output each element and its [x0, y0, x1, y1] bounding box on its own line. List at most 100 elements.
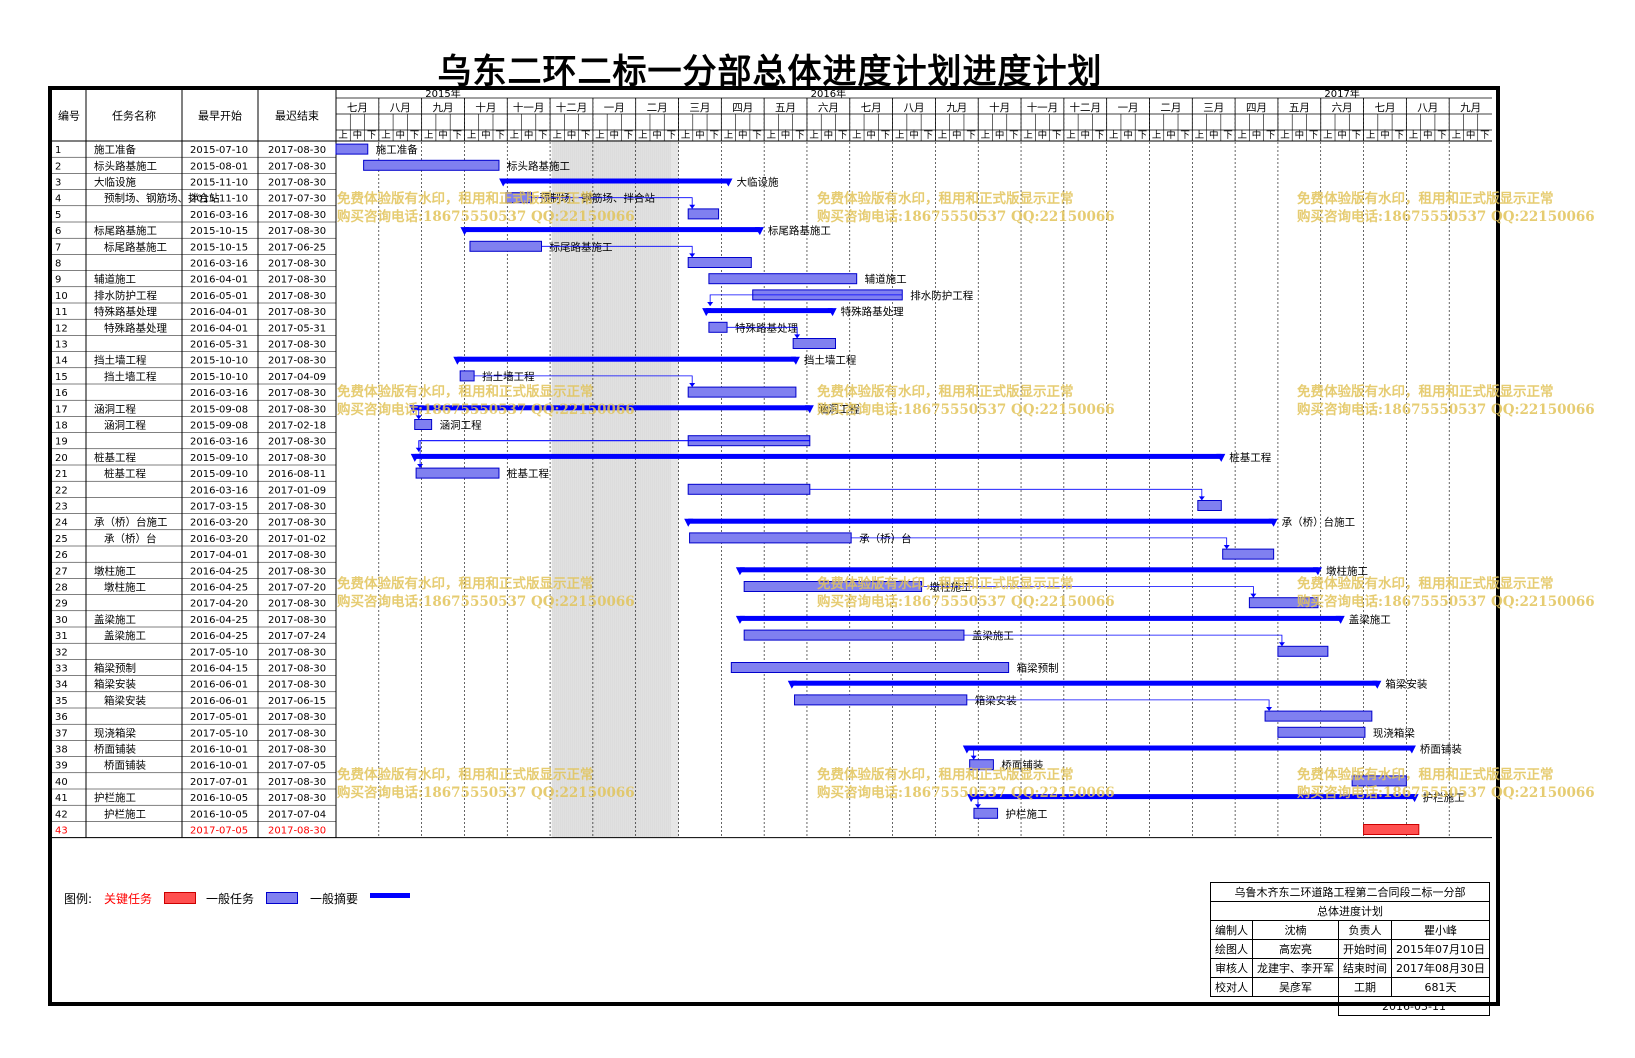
- bar-label: 承（桥）台: [859, 532, 912, 545]
- month-label: 九月: [946, 102, 967, 114]
- row-start: 2017-05-10: [190, 647, 248, 658]
- task-bar: [689, 532, 852, 544]
- row-end: 2017-08-30: [268, 502, 326, 513]
- dekad-label: 下: [581, 130, 591, 141]
- dekad-label: 中: [909, 129, 919, 141]
- month-label: 七月: [347, 102, 368, 114]
- row-start: 2015-10-10: [190, 372, 248, 383]
- dekad-label: 中: [866, 129, 876, 141]
- legend-summary-label: 一般摘要: [310, 892, 359, 906]
- row-id: 12: [55, 323, 68, 334]
- dependency-link: [809, 488, 1203, 501]
- row-id: 13: [55, 340, 68, 351]
- summary-end-marker: [827, 308, 837, 317]
- row-name: 箱梁安装: [94, 678, 136, 691]
- row-start: 2016-04-01: [190, 307, 248, 318]
- row-end: 2017-08-30: [268, 599, 326, 610]
- row-start: 2016-04-15: [190, 664, 248, 675]
- task-bar: [1351, 775, 1407, 787]
- summary-start-marker: [460, 227, 470, 236]
- dependency-arrow: [1250, 593, 1257, 598]
- row-name: 挡土墙工程: [94, 354, 147, 367]
- month-label: 九月: [433, 102, 454, 114]
- chart-frame: [48, 86, 1500, 1006]
- bar-label: 挡土墙工程: [482, 370, 535, 383]
- dekad-label: 中: [567, 129, 577, 141]
- bar-label: 护栏施工: [1423, 791, 1465, 804]
- row-id: 22: [55, 485, 68, 496]
- row-end: 2017-08-30: [268, 259, 326, 270]
- task-bar: [743, 629, 965, 641]
- month-label: 八月: [390, 102, 411, 114]
- row-id: 37: [55, 728, 68, 739]
- dekad-label: 中: [395, 129, 405, 141]
- row-name: 护栏施工: [94, 791, 136, 804]
- bar-label: 现浇箱梁: [1373, 726, 1415, 739]
- header-end: 最迟结束: [275, 110, 319, 123]
- dekad-label: 中: [781, 129, 791, 141]
- dependency-arrow: [415, 447, 422, 452]
- dekad-label: 中: [695, 129, 705, 141]
- bar-label: 墩柱施工: [1326, 564, 1368, 577]
- row-name: 桥面铺装: [94, 743, 136, 756]
- row-id: 17: [55, 404, 68, 415]
- month-label: 四月: [732, 102, 753, 114]
- dependency-arrow: [1223, 545, 1230, 549]
- row-start: 2015-09-10: [190, 453, 248, 464]
- dekad-label: 上: [1409, 130, 1419, 141]
- dependency-arrow: [974, 804, 981, 809]
- tb-cell: 龙建宇、李开军: [1252, 958, 1339, 978]
- legend-summary-swatch: [370, 893, 410, 898]
- dekad-label: 上: [767, 130, 777, 141]
- row-id: 21: [55, 469, 68, 480]
- dekad-label: 下: [367, 130, 377, 141]
- row-start: 2016-04-01: [190, 275, 248, 286]
- bar-label: 箱梁预制: [1017, 662, 1059, 675]
- dekad-label: 上: [1366, 130, 1376, 141]
- row-name: 涵洞工程: [104, 419, 146, 432]
- row-start: 2016-05-31: [190, 340, 248, 351]
- month-label: 十月: [989, 101, 1010, 114]
- row-end: 2017-08-30: [268, 210, 326, 221]
- task-bar: [459, 370, 475, 382]
- bar-label: 涵洞工程: [440, 419, 482, 432]
- row-start: 2017-07-01: [190, 777, 248, 788]
- row-name: 墩柱施工: [104, 581, 146, 594]
- legend-critical-swatch: [164, 892, 196, 904]
- row-start: 2017-07-05: [190, 826, 248, 837]
- dekad-label: 上: [1066, 130, 1076, 141]
- dekad-label: 下: [838, 130, 848, 141]
- row-end: 2017-08-30: [268, 615, 326, 626]
- dekad-label: 中: [1038, 129, 1048, 141]
- task-bar: [335, 143, 369, 155]
- row-end: 2017-08-30: [268, 550, 326, 561]
- year-label: 2017年: [1324, 87, 1359, 100]
- row-end: 2017-01-02: [268, 534, 326, 545]
- summary-start-marker: [962, 745, 972, 754]
- row-id: 4: [55, 194, 61, 205]
- dekad-label: 下: [667, 130, 677, 141]
- row-start: 2016-04-01: [190, 323, 248, 334]
- month-label: 七月: [861, 102, 882, 114]
- row-start: 2016-04-25: [190, 631, 248, 642]
- row-start: 2015-11-10: [190, 178, 248, 189]
- dekad-label: 中: [1166, 129, 1176, 141]
- dekad-label: 上: [510, 130, 520, 141]
- bar-label: 墩柱施工: [930, 581, 972, 594]
- summary-bar: [688, 518, 1274, 524]
- summary-end-marker: [1372, 680, 1382, 689]
- dekad-label: 上: [424, 130, 434, 141]
- task-bar: [363, 159, 500, 171]
- tb-cell: 审核人: [1210, 958, 1253, 978]
- bar-label: 桩基工程: [1229, 451, 1271, 464]
- row-start: 2016-10-01: [190, 761, 248, 772]
- row-name: 挡土墙工程: [104, 370, 157, 383]
- legend-label: 图例:: [64, 892, 93, 906]
- summary-bar: [503, 178, 729, 184]
- dekad-label: 中: [1337, 129, 1347, 141]
- dekad-label: 上: [467, 130, 477, 141]
- row-end: 2017-06-15: [268, 696, 326, 707]
- row-start: 2015-07-10: [190, 145, 248, 156]
- row-name: 标尾路基施工: [104, 240, 167, 253]
- dependency-arrow: [707, 302, 714, 306]
